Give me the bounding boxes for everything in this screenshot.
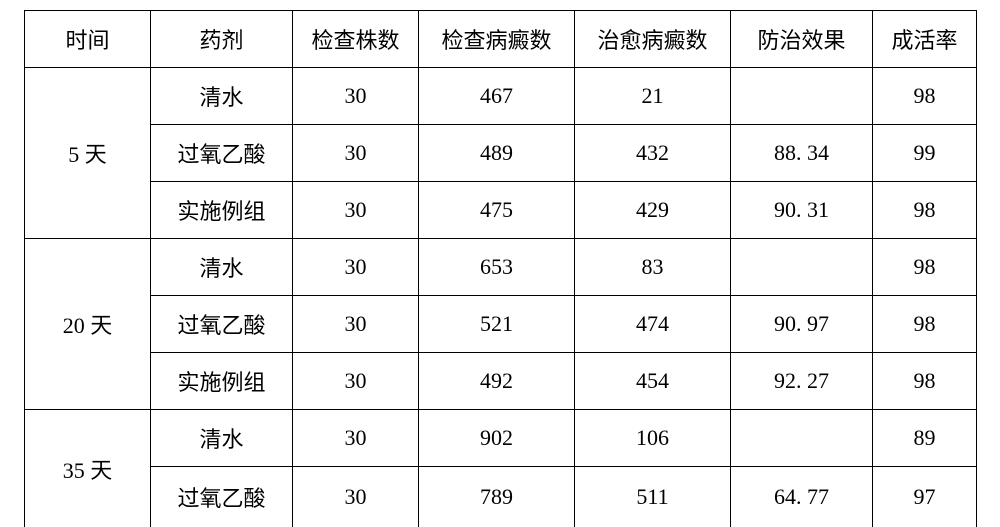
- cell-cured-lesions: 21: [575, 68, 731, 125]
- cell-control-effect: [731, 410, 873, 467]
- cell-checked-lesions: 467: [419, 68, 575, 125]
- experiment-data-table: 时间 药剂 检查株数 检查病癜数 治愈病癜数 防治效果 成活率 5 天 清水 3…: [24, 10, 977, 527]
- cell-time: 20 天: [25, 239, 151, 410]
- cell-cured-lesions: 511: [575, 467, 731, 527]
- cell-checked-lesions: 902: [419, 410, 575, 467]
- cell-checked-plants: 30: [293, 410, 419, 467]
- table-header-row: 时间 药剂 检查株数 检查病癜数 治愈病癜数 防治效果 成活率: [25, 11, 977, 68]
- table-row: 过氧乙酸 30 521 474 90. 97 98: [25, 296, 977, 353]
- col-header-survival: 成活率: [873, 11, 977, 68]
- cell-agent: 实施例组: [151, 353, 293, 410]
- cell-checked-lesions: 521: [419, 296, 575, 353]
- cell-control-effect: [731, 68, 873, 125]
- cell-control-effect: 90. 31: [731, 182, 873, 239]
- cell-checked-lesions: 489: [419, 125, 575, 182]
- table-row: 实施例组 30 475 429 90. 31 98: [25, 182, 977, 239]
- table-row: 过氧乙酸 30 489 432 88. 34 99: [25, 125, 977, 182]
- cell-control-effect: 64. 77: [731, 467, 873, 527]
- cell-survival: 98: [873, 353, 977, 410]
- cell-control-effect: 88. 34: [731, 125, 873, 182]
- cell-cured-lesions: 454: [575, 353, 731, 410]
- cell-survival: 98: [873, 239, 977, 296]
- cell-cured-lesions: 429: [575, 182, 731, 239]
- cell-control-effect: 92. 27: [731, 353, 873, 410]
- col-header-time: 时间: [25, 11, 151, 68]
- table-row: 实施例组 30 492 454 92. 27 98: [25, 353, 977, 410]
- cell-agent: 清水: [151, 410, 293, 467]
- cell-checked-plants: 30: [293, 353, 419, 410]
- cell-checked-lesions: 492: [419, 353, 575, 410]
- table-row: 35 天 清水 30 902 106 89: [25, 410, 977, 467]
- cell-cured-lesions: 83: [575, 239, 731, 296]
- col-header-cured-lesions: 治愈病癜数: [575, 11, 731, 68]
- col-header-checked-lesions: 检查病癜数: [419, 11, 575, 68]
- cell-cured-lesions: 474: [575, 296, 731, 353]
- cell-survival: 89: [873, 410, 977, 467]
- cell-checked-plants: 30: [293, 296, 419, 353]
- cell-survival: 98: [873, 68, 977, 125]
- cell-cured-lesions: 432: [575, 125, 731, 182]
- cell-checked-plants: 30: [293, 68, 419, 125]
- cell-agent: 清水: [151, 68, 293, 125]
- table-row: 20 天 清水 30 653 83 98: [25, 239, 977, 296]
- cell-checked-plants: 30: [293, 125, 419, 182]
- cell-checked-lesions: 789: [419, 467, 575, 527]
- cell-survival: 98: [873, 182, 977, 239]
- cell-survival: 97: [873, 467, 977, 527]
- cell-control-effect: [731, 239, 873, 296]
- cell-survival: 99: [873, 125, 977, 182]
- cell-checked-plants: 30: [293, 467, 419, 527]
- cell-time: 5 天: [25, 68, 151, 239]
- cell-agent: 清水: [151, 239, 293, 296]
- cell-checked-lesions: 475: [419, 182, 575, 239]
- cell-checked-lesions: 653: [419, 239, 575, 296]
- cell-agent: 过氧乙酸: [151, 467, 293, 527]
- col-header-checked-plants: 检查株数: [293, 11, 419, 68]
- cell-cured-lesions: 106: [575, 410, 731, 467]
- cell-checked-plants: 30: [293, 182, 419, 239]
- cell-agent: 过氧乙酸: [151, 296, 293, 353]
- table-row: 过氧乙酸 30 789 511 64. 77 97: [25, 467, 977, 527]
- cell-agent: 实施例组: [151, 182, 293, 239]
- cell-control-effect: 90. 97: [731, 296, 873, 353]
- table-row: 5 天 清水 30 467 21 98: [25, 68, 977, 125]
- cell-checked-plants: 30: [293, 239, 419, 296]
- col-header-control-effect: 防治效果: [731, 11, 873, 68]
- cell-survival: 98: [873, 296, 977, 353]
- cell-agent: 过氧乙酸: [151, 125, 293, 182]
- col-header-agent: 药剂: [151, 11, 293, 68]
- cell-time: 35 天: [25, 410, 151, 527]
